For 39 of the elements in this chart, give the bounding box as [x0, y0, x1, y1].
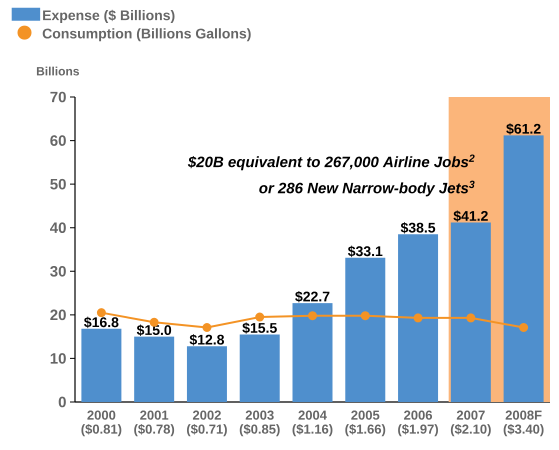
x-tick-label: 2004 ($1.16): [292, 410, 332, 436]
x-tick-label: 2005 ($1.66): [345, 410, 386, 436]
bar: [134, 336, 174, 402]
y-tick-label: 20: [50, 310, 66, 320]
data-label: $38.5: [400, 222, 436, 234]
x-tick-label: 2000 ($0.81): [81, 410, 122, 436]
x-tick-label: 2002 ($0.71): [186, 410, 227, 436]
y-tick-label: 60: [50, 135, 66, 146]
x-tick-label: 2006 ($1.97): [398, 410, 438, 436]
y-tick-label: 50: [50, 178, 66, 190]
data-label: $61.2: [506, 123, 541, 135]
data-label: $15.0: [136, 324, 172, 336]
x-tick-label: 2007 ($2.10): [450, 410, 491, 436]
bar: [292, 303, 332, 402]
text: or 286 New Narrow-body Jets$^{3}$: [259, 180, 475, 196]
data-label: $41.2: [454, 210, 488, 222]
y-tick-label: 10: [50, 353, 66, 364]
y-tick-label: 0: [58, 396, 66, 408]
y-tick-label: 70: [50, 92, 66, 102]
data-label: $16.8: [84, 316, 118, 328]
bar: [450, 222, 491, 402]
data-label: $22.7: [295, 290, 330, 302]
data-label: $15.5: [242, 322, 277, 334]
bar: [398, 234, 438, 402]
x-tick-label: 2003 ($0.85): [240, 410, 280, 436]
bar: [240, 334, 280, 402]
data-label: $12.8: [190, 334, 224, 346]
x-tick-label: 2008F ($3.40): [504, 410, 544, 436]
y-axis-title: Billions: [36, 66, 79, 76]
legend-label: Consumption (Billions Gallons): [42, 28, 251, 42]
bar: [81, 328, 122, 402]
legend-label: Expense ($ Billions): [43, 10, 174, 24]
data-label: $33.1: [348, 246, 382, 258]
text: $20B equivalent to 267,000 Airline Jobs$^{2}$: [188, 154, 475, 170]
y-tick-label: 30: [50, 266, 66, 277]
x-tick-label: 2001 ($0.78): [134, 410, 174, 436]
bar: [186, 346, 227, 402]
bar: [345, 258, 386, 402]
y-tick-label: 40: [50, 222, 66, 234]
